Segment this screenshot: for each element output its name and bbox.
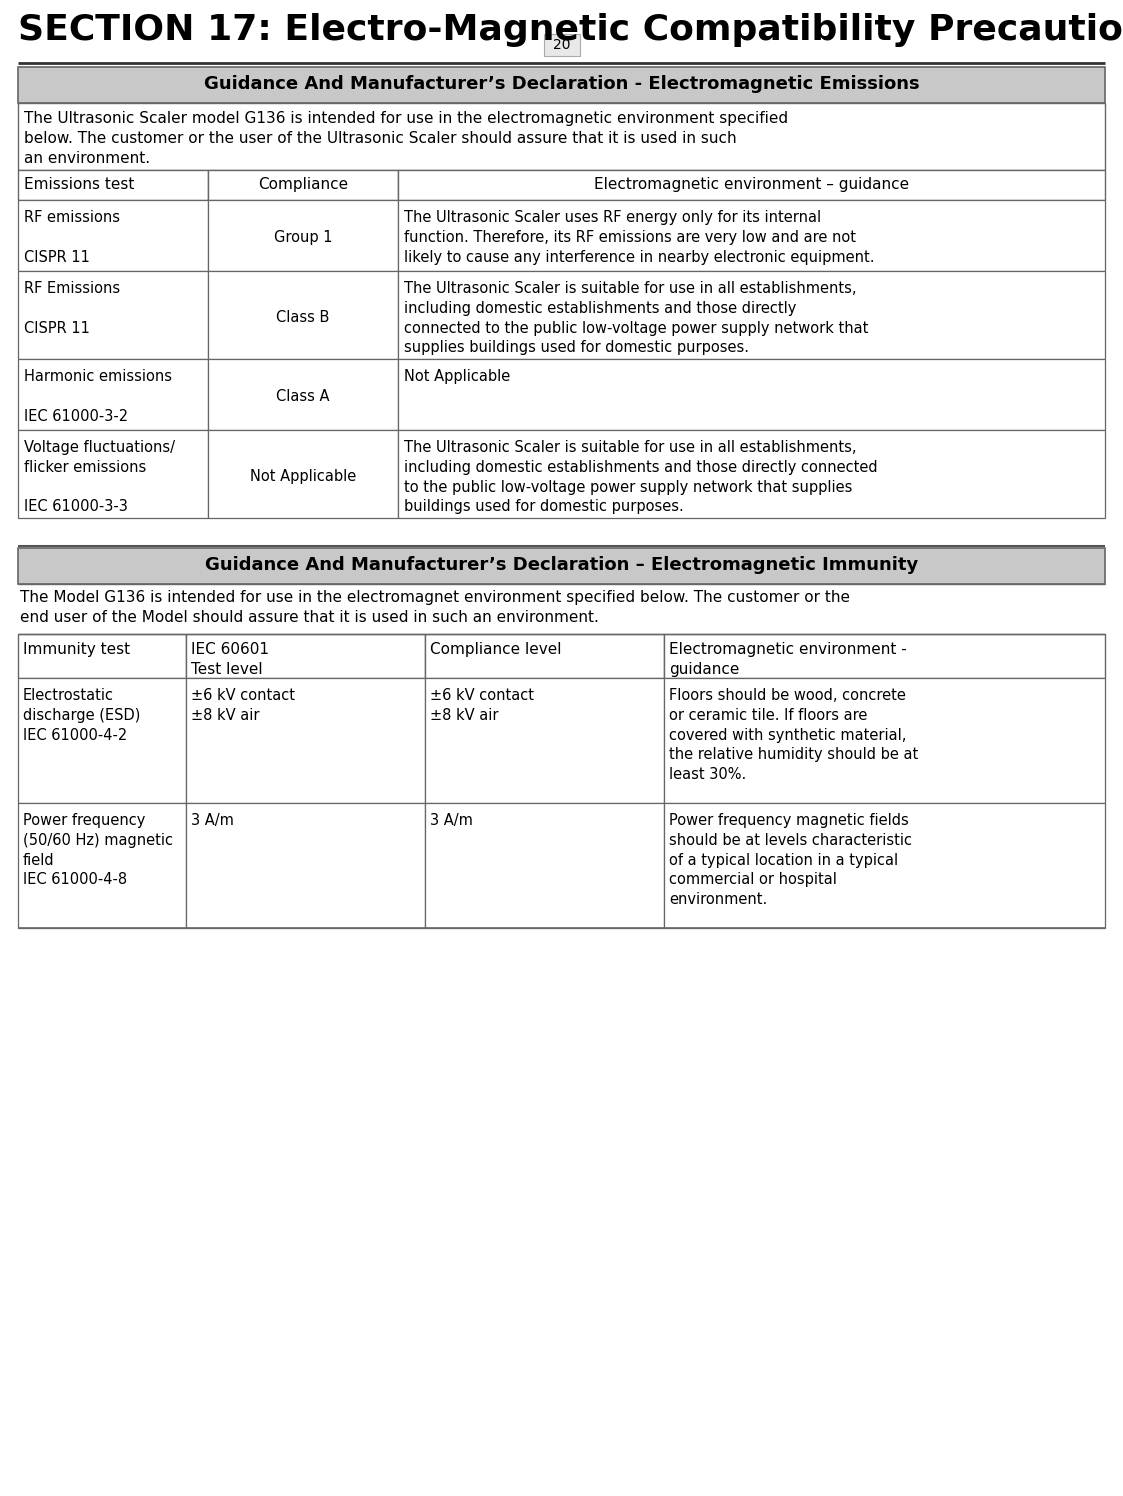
Text: Not Applicable: Not Applicable xyxy=(250,468,356,483)
Text: Compliance level: Compliance level xyxy=(430,642,562,657)
Bar xyxy=(186,634,424,678)
Bar xyxy=(398,359,1105,429)
Bar xyxy=(208,429,398,518)
Bar xyxy=(664,634,1105,678)
Text: Electromagnetic environment – guidance: Electromagnetic environment – guidance xyxy=(594,177,909,191)
Bar xyxy=(398,271,1105,359)
Bar xyxy=(398,200,1105,271)
Text: Group 1: Group 1 xyxy=(274,230,332,245)
Text: Not Applicable: Not Applicable xyxy=(404,370,510,384)
Bar xyxy=(18,271,208,359)
Text: ±6 kV contact
±8 kV air: ±6 kV contact ±8 kV air xyxy=(191,688,295,723)
Text: Power frequency
(50/60 Hz) magnetic
field
IEC 61000-4-8: Power frequency (50/60 Hz) magnetic fiel… xyxy=(22,812,173,887)
Bar xyxy=(208,271,398,359)
Text: Guidance And Manufacturer’s Declaration – Electromagnetic Immunity: Guidance And Manufacturer’s Declaration … xyxy=(204,557,919,574)
Text: The Ultrasonic Scaler uses RF energy only for its internal
function. Therefore, : The Ultrasonic Scaler uses RF energy onl… xyxy=(404,209,875,265)
Text: Voltage fluctuations/
flicker emissions

IEC 61000-3-3: Voltage fluctuations/ flicker emissions … xyxy=(24,440,175,515)
Text: Immunity test: Immunity test xyxy=(22,642,130,657)
Text: The Ultrasonic Scaler is suitable for use in all establishments,
including domes: The Ultrasonic Scaler is suitable for us… xyxy=(404,440,878,515)
Text: SECTION 17: Electro-Magnetic Compatibility Precautions: SECTION 17: Electro-Magnetic Compatibili… xyxy=(18,13,1123,46)
Bar xyxy=(18,103,1105,171)
Bar xyxy=(18,803,186,928)
Bar xyxy=(18,548,1105,583)
Bar xyxy=(664,803,1105,928)
Bar xyxy=(18,678,186,803)
Text: Power frequency magnetic fields
should be at levels characteristic
of a typical : Power frequency magnetic fields should b… xyxy=(669,812,912,907)
Text: RF Emissions

CISPR 11: RF Emissions CISPR 11 xyxy=(24,281,120,335)
Bar xyxy=(18,200,208,271)
Text: The Ultrasonic Scaler model G136 is intended for use in the electromagnetic envi: The Ultrasonic Scaler model G136 is inte… xyxy=(24,111,788,166)
Bar xyxy=(18,171,208,200)
Text: Emissions test: Emissions test xyxy=(24,177,135,191)
Bar xyxy=(398,171,1105,200)
Text: 20: 20 xyxy=(553,37,570,52)
Text: 3 A/m: 3 A/m xyxy=(191,812,234,827)
Bar xyxy=(186,803,424,928)
Text: Harmonic emissions

IEC 61000-3-2: Harmonic emissions IEC 61000-3-2 xyxy=(24,370,172,423)
Bar xyxy=(398,429,1105,518)
Text: RF emissions

CISPR 11: RF emissions CISPR 11 xyxy=(24,209,120,265)
Text: The Model G136 is intended for use in the electromagnet environment specified be: The Model G136 is intended for use in th… xyxy=(20,589,850,625)
Text: Compliance: Compliance xyxy=(258,177,348,191)
Text: Electromagnetic environment -
guidance: Electromagnetic environment - guidance xyxy=(669,642,906,676)
Text: Class B: Class B xyxy=(276,310,330,325)
Text: Floors should be wood, concrete
or ceramic tile. If floors are
covered with synt: Floors should be wood, concrete or ceram… xyxy=(669,688,919,782)
Text: Class A: Class A xyxy=(276,389,330,404)
Bar xyxy=(424,803,664,928)
Bar xyxy=(208,200,398,271)
Text: 3 A/m: 3 A/m xyxy=(430,812,473,827)
Bar xyxy=(424,678,664,803)
Bar xyxy=(424,634,664,678)
Bar xyxy=(544,34,579,55)
Bar xyxy=(18,634,186,678)
Text: ±6 kV contact
±8 kV air: ±6 kV contact ±8 kV air xyxy=(430,688,535,723)
Bar xyxy=(208,359,398,429)
Bar xyxy=(18,67,1105,103)
Bar xyxy=(664,678,1105,803)
Text: IEC 60601
Test level: IEC 60601 Test level xyxy=(191,642,270,676)
Text: The Ultrasonic Scaler is suitable for use in all establishments,
including domes: The Ultrasonic Scaler is suitable for us… xyxy=(404,281,868,356)
Bar xyxy=(18,359,208,429)
Bar xyxy=(18,429,208,518)
Bar xyxy=(186,678,424,803)
Bar xyxy=(208,171,398,200)
Text: Electrostatic
discharge (ESD)
IEC 61000-4-2: Electrostatic discharge (ESD) IEC 61000-… xyxy=(22,688,140,742)
Text: Guidance And Manufacturer’s Declaration - Electromagnetic Emissions: Guidance And Manufacturer’s Declaration … xyxy=(203,75,920,93)
